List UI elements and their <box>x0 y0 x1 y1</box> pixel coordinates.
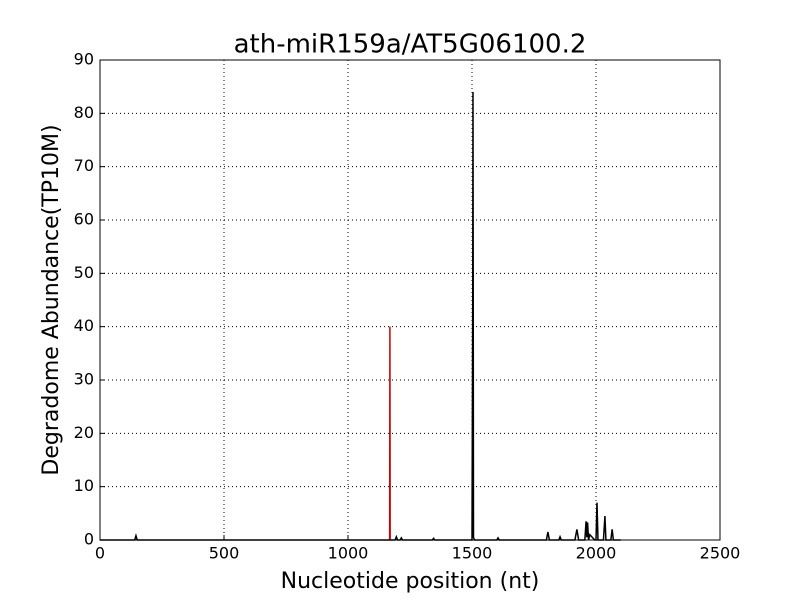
x-tick-label: 0 <box>95 544 105 563</box>
y-tick-label: 20 <box>74 423 94 442</box>
plot-frame <box>99 59 721 541</box>
y-tick-label: 0 <box>84 530 94 549</box>
x-tick-label: 2000 <box>576 544 617 563</box>
x-tick-label: 2500 <box>700 544 741 563</box>
x-tick-label: 1500 <box>452 544 493 563</box>
y-axis-label: Degradome Abundance(TP10M) <box>39 124 64 475</box>
y-tick-label: 70 <box>74 156 94 175</box>
y-tick-label: 10 <box>74 476 94 495</box>
y-tick-label: 80 <box>74 103 94 122</box>
chart-title: ath-miR159a/AT5G06100.2 <box>234 30 587 60</box>
y-tick-label: 30 <box>74 370 94 389</box>
x-axis-label: Nucleotide position (nt) <box>281 569 540 594</box>
y-tick-label: 50 <box>74 263 94 282</box>
y-tick-label: 60 <box>74 210 94 229</box>
y-tick-label: 40 <box>74 316 94 335</box>
x-tick-label: 500 <box>209 544 240 563</box>
x-tick-label: 1000 <box>328 544 369 563</box>
y-tick-label: 90 <box>74 50 94 69</box>
